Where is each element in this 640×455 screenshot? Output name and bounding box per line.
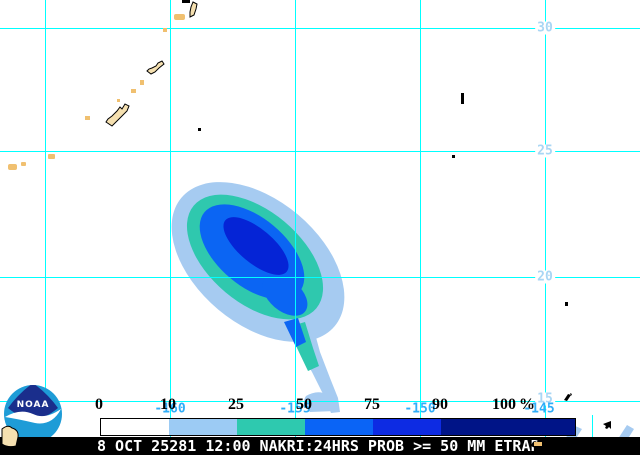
latlon-grid — [0, 0, 640, 437]
noaa-logo-gull — [5, 409, 61, 424]
colorbar-tick-75: 75 — [364, 396, 380, 413]
colorbar-segment — [305, 419, 373, 435]
island-specks — [8, 14, 185, 170]
annotation-marks — [564, 393, 611, 429]
rain-probability-blob — [171, 182, 345, 413]
colorbar-segment — [101, 419, 169, 435]
lon-label-150: -150 — [404, 401, 436, 417]
prob-high-bulge — [262, 274, 308, 316]
colorbar-unit-percent: % — [519, 396, 535, 413]
lat-label-25: 25 — [535, 143, 555, 159]
colorbar-tick-100: 100 — [492, 396, 516, 413]
probability-colorbar — [100, 418, 576, 436]
lon-label-145: -145 — [523, 401, 555, 417]
lat-label-30: 30 — [535, 20, 555, 36]
colorbar-tick-50: 50 — [296, 396, 312, 413]
lon-label-160: -160 — [154, 401, 186, 417]
island-chain — [8, 0, 568, 306]
colorbar-tick-0: 0 — [95, 396, 103, 413]
pencil-mark — [564, 393, 572, 401]
noaa-logo-text: NOAA — [17, 400, 50, 410]
lon-label-155: -155 — [279, 401, 311, 417]
islet-dots — [182, 0, 568, 306]
noaa-logo: NOAA — [4, 385, 62, 443]
colorbar-tick-10: 10 — [160, 396, 176, 413]
prob-tail-patch — [304, 392, 337, 412]
prob-core-shade — [223, 217, 289, 275]
colorbar-segment — [237, 419, 305, 435]
colorbar-segment — [373, 419, 441, 435]
colorbar-segment — [441, 419, 575, 435]
status-bar-text: 8 OCT 25281 12:00 NAKRI:24HRS PROB >= 50… — [97, 437, 540, 455]
lat-label-20: 20 — [535, 269, 555, 285]
island-coastline — [105, 103, 130, 127]
arrow-mark — [603, 421, 611, 429]
noaa-logo-spade — [8, 385, 58, 419]
status-bar: 8 OCT 25281 12:00 NAKRI:24HRS PROB >= 50… — [0, 437, 640, 455]
lat-label-15: 15 — [535, 391, 555, 407]
colorbar-tick-25: 25 — [228, 396, 244, 413]
colorbar-tick-90: 90 — [432, 396, 448, 413]
island-coastline — [189, 1, 198, 18]
colorbar-segment — [169, 419, 237, 435]
island-coastline — [146, 60, 165, 75]
